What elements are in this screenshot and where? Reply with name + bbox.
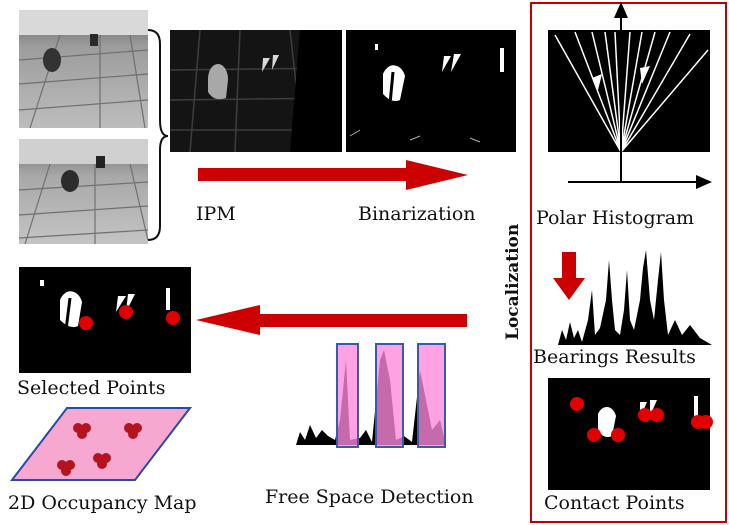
localization-label: Localization <box>503 223 523 340</box>
polar-axes <box>568 2 712 189</box>
ipm-image <box>169 29 343 153</box>
localization-box <box>530 2 727 523</box>
input-brace <box>147 29 169 241</box>
binarization-image <box>346 30 516 152</box>
polar-histogram-image <box>548 30 710 153</box>
arrow-down-to-bearings <box>553 252 585 300</box>
contact-points-label: Contact Points <box>544 492 685 514</box>
occupancy-map <box>9 407 193 481</box>
camera-image-top <box>18 10 149 129</box>
bearings-results-label: Bearings Results <box>533 346 696 368</box>
camera-image-bottom <box>18 139 149 245</box>
occupancy-map-label: 2D Occupancy Map <box>8 492 197 514</box>
arrow-to-selected-points <box>196 305 467 335</box>
free-space-detection-label: Free Space Detection <box>265 486 474 508</box>
free-space-plot <box>296 343 446 448</box>
polar-histogram-label: Polar Histogram <box>536 207 695 229</box>
selected-points-label: Selected Points <box>17 377 166 399</box>
binarization-label: Binarization <box>358 203 476 225</box>
bearings-results-plot <box>558 250 712 345</box>
ipm-label: IPM <box>196 203 236 225</box>
selected-points-image <box>19 267 191 373</box>
contact-points-image <box>548 378 713 490</box>
arrow-ipm-to-binarization <box>198 160 468 190</box>
